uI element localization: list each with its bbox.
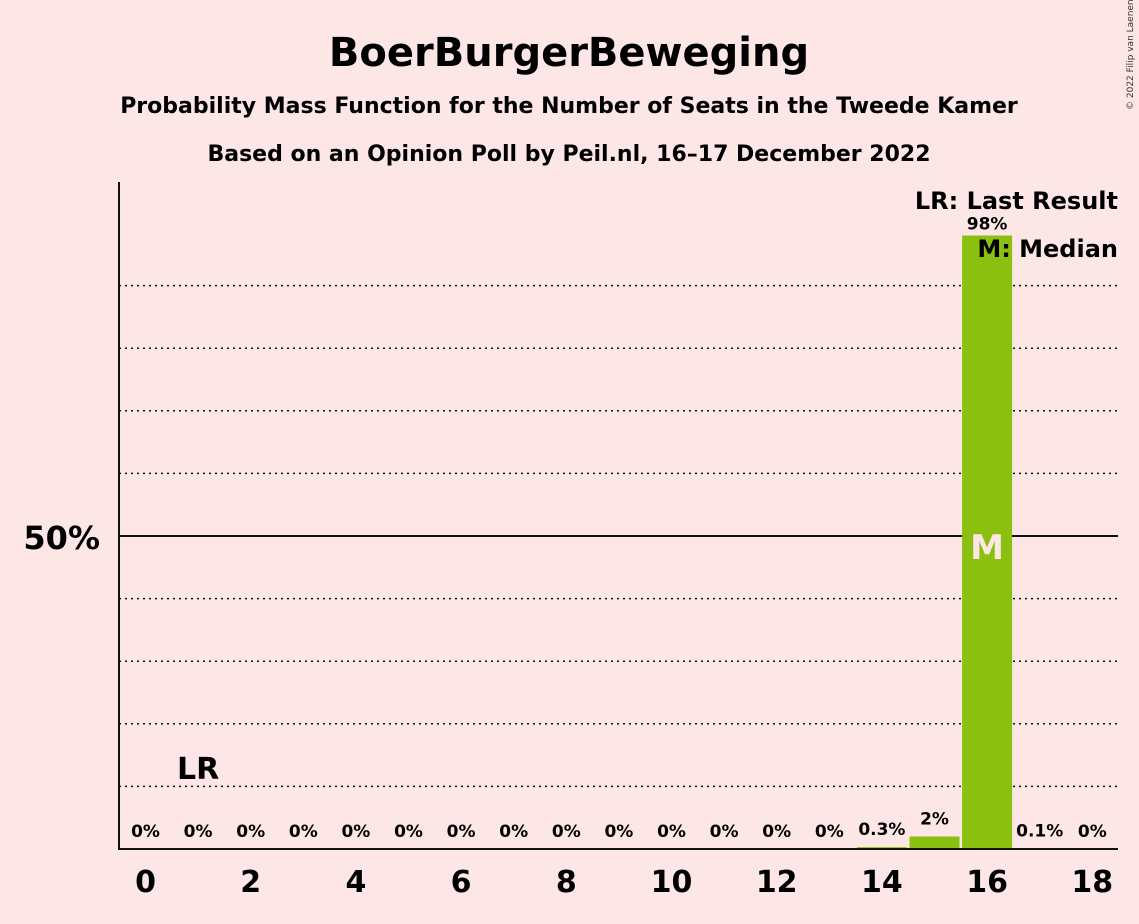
bar-labels: 0% 0% 0% 0% 0% 0% 0% 0% 0% 0% 0% 0% 0% 0% 0.3% 2% 98% 0.1… xyxy=(131,215,1107,842)
x-tick-label: 6 xyxy=(451,865,472,900)
x-tick-label: 8 xyxy=(556,865,577,900)
bar-value-label: 0% xyxy=(341,822,370,842)
bar-value-label: 0% xyxy=(815,822,844,842)
bar-value-label: 0% xyxy=(184,822,213,842)
gridlines xyxy=(119,284,1118,788)
bar-value-label: 0% xyxy=(236,822,265,842)
bar-value-label: 0% xyxy=(552,822,581,842)
chart-source: Based on an Opinion Poll by Peil.nl, 16–… xyxy=(207,142,930,167)
x-tick-label: 18 xyxy=(1071,865,1113,900)
chart-title: BoerBurgerBeweging xyxy=(329,30,809,76)
bar-value-label: 0% xyxy=(499,822,528,842)
median-marker: M xyxy=(970,528,1004,568)
bar-value-label: 0% xyxy=(1078,822,1107,842)
bar-value-label: 0% xyxy=(657,822,686,842)
copyright: © 2022 Filip van Laenen xyxy=(1126,0,1136,110)
bar-value-label: 0% xyxy=(447,822,476,842)
bar-value-label: 0% xyxy=(762,822,791,842)
legend-median: M: Median xyxy=(977,235,1118,263)
legend-last-result: LR: Last Result xyxy=(915,187,1118,215)
bar xyxy=(962,235,1013,849)
x-tick-label: 2 xyxy=(240,865,261,900)
x-tick-label: 0 xyxy=(135,865,156,900)
bar-value-label: 0% xyxy=(289,822,318,842)
x-tick-label: 4 xyxy=(345,865,366,900)
x-tick-label: 16 xyxy=(966,865,1008,900)
x-tick-label: 10 xyxy=(651,865,693,900)
x-axis-ticks: 0 2 4 6 8 10 12 14 16 18 xyxy=(135,865,1113,900)
bar xyxy=(909,836,960,849)
bar-value-label: 2% xyxy=(920,809,949,829)
bar-value-label: 0.1% xyxy=(1016,821,1063,841)
last-result-marker: LR xyxy=(177,752,219,787)
bar-value-label: 0% xyxy=(604,822,633,842)
chart-subtitle: Probability Mass Function for the Number… xyxy=(120,94,1018,119)
x-tick-label: 12 xyxy=(756,865,798,900)
bar-value-label: 0% xyxy=(131,822,160,842)
y-tick-label: 50% xyxy=(23,519,100,557)
bar-value-label: 0% xyxy=(710,822,739,842)
bar-value-label: 98% xyxy=(967,215,1008,235)
bar-value-label: 0.3% xyxy=(858,820,905,840)
x-tick-label: 14 xyxy=(861,865,903,900)
bars xyxy=(856,235,1065,849)
bar-value-label: 0% xyxy=(394,822,423,842)
